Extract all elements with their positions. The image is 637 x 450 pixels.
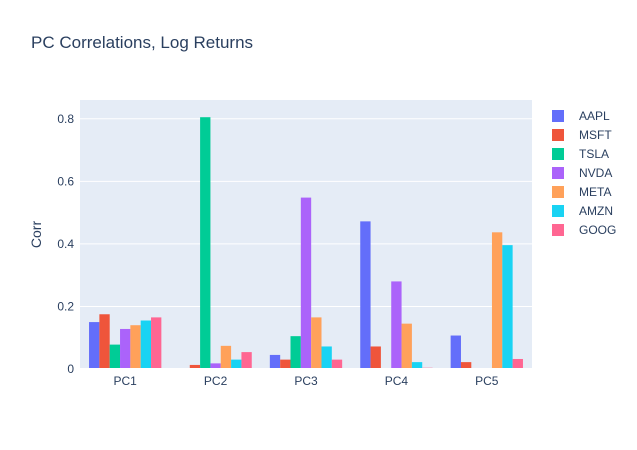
bar-tsla-pc3 <box>290 336 301 369</box>
bar-amzn-pc5 <box>502 245 513 369</box>
bar-nvda-pc2 <box>210 363 221 369</box>
bar-tsla-pc2 <box>200 117 211 369</box>
legend-label: GOOG <box>579 222 617 237</box>
legend-swatch <box>552 128 564 141</box>
legend-swatch <box>552 185 564 198</box>
legend-label: META <box>579 184 612 199</box>
y-tick-label: 0 <box>67 362 74 376</box>
x-tick-label: PC3 <box>294 374 318 388</box>
legend-label: AMZN <box>579 203 613 218</box>
legend-label: AAPL <box>579 108 610 123</box>
bar-goog-pc3 <box>331 359 343 369</box>
y-tick-label: 0.2 <box>57 299 74 313</box>
legend-item-goog[interactable]: GOOG <box>552 220 616 239</box>
bar-msft-pc1 <box>99 314 110 369</box>
legend-label: NVDA <box>579 165 613 180</box>
bar-aapl-pc3 <box>269 354 281 369</box>
legend-item-msft[interactable]: MSFT <box>552 125 616 144</box>
legend-swatch <box>552 223 564 236</box>
legend-item-aapl[interactable]: AAPL <box>552 106 616 125</box>
bar-aapl-pc5 <box>450 335 461 369</box>
legend-label: MSFT <box>579 127 612 142</box>
x-tick-label: PC5 <box>475 374 499 388</box>
chart-title: PC Correlations, Log Returns <box>31 33 254 52</box>
bar-tsla-pc1 <box>109 344 121 369</box>
y-tick-label: 0.6 <box>57 174 74 188</box>
legend-item-meta[interactable]: META <box>552 182 616 201</box>
bar-meta-pc2 <box>220 345 232 369</box>
bar-goog-pc1 <box>151 317 162 369</box>
legend-item-tsla[interactable]: TSLA <box>552 144 616 163</box>
bar-goog-pc2 <box>241 352 252 369</box>
bar-meta-pc1 <box>130 325 141 369</box>
bar-amzn-pc4 <box>411 362 423 369</box>
legend-item-amzn[interactable]: AMZN <box>552 201 616 220</box>
bar-nvda-pc4 <box>391 281 402 369</box>
x-tick-label: PC2 <box>204 374 228 388</box>
legend-swatch <box>552 147 564 160</box>
legend-swatch <box>552 166 564 179</box>
bar-amzn-pc2 <box>231 359 242 369</box>
bar-msft-pc5 <box>460 362 472 369</box>
bar-msft-pc2 <box>189 364 201 369</box>
legend-swatch <box>552 109 564 122</box>
y-axis-title: Corr <box>28 221 44 249</box>
bar-aapl-pc1 <box>89 322 100 369</box>
bar-amzn-pc1 <box>140 320 152 369</box>
bar-aapl-pc4 <box>360 221 371 369</box>
bar-meta-pc4 <box>401 323 412 369</box>
bar-nvda-pc3 <box>300 197 312 369</box>
bar-amzn-pc3 <box>321 346 332 369</box>
x-tick-label: PC4 <box>385 374 409 388</box>
bar-goog-pc5 <box>512 358 523 369</box>
bar-meta-pc5 <box>491 232 503 369</box>
bar-meta-pc3 <box>311 317 322 369</box>
x-tick-label: PC1 <box>114 374 138 388</box>
bar-msft-pc4 <box>370 346 381 369</box>
legend-item-nvda[interactable]: NVDA <box>552 163 616 182</box>
legend-swatch <box>552 204 564 217</box>
bar-msft-pc3 <box>280 359 291 369</box>
bar-nvda-pc1 <box>120 328 131 369</box>
y-tick-label: 0.4 <box>57 237 74 251</box>
legend: AAPL MSFT TSLA NVDA META AMZN GOOG <box>552 106 616 239</box>
y-tick-label: 0.8 <box>57 112 74 126</box>
legend-label: TSLA <box>579 146 610 161</box>
